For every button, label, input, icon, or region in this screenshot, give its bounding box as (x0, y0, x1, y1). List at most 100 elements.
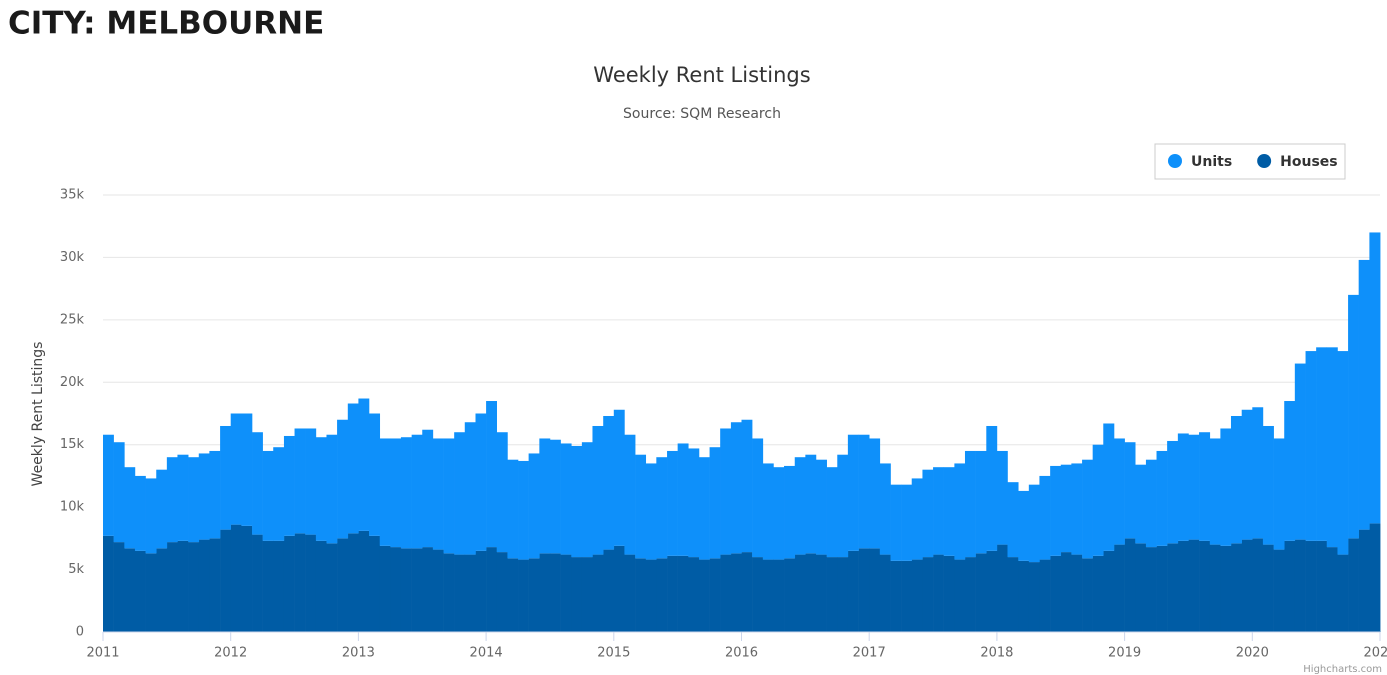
bar (762, 463, 774, 560)
bar (220, 425, 231, 530)
bar (741, 552, 753, 632)
bar (1082, 558, 1093, 632)
bar (1167, 440, 1179, 544)
bar (784, 465, 796, 559)
bar (1050, 465, 1062, 556)
bar (411, 434, 423, 549)
bar (337, 419, 349, 539)
bar (603, 415, 615, 550)
bar (794, 457, 806, 555)
bar (922, 469, 934, 558)
bar (762, 559, 774, 632)
bar (635, 454, 647, 559)
bar (315, 437, 327, 541)
bar (869, 548, 881, 632)
bar (486, 547, 497, 632)
bar (1209, 544, 1221, 632)
bar (1018, 490, 1030, 561)
bar (220, 529, 231, 632)
bar (400, 437, 412, 549)
bar (677, 555, 689, 632)
bar (1114, 438, 1125, 545)
y-axis-title: Weekly Rent Listings (30, 342, 46, 487)
bar (1103, 550, 1115, 632)
bar (411, 548, 423, 632)
bar (1326, 347, 1338, 548)
bar (1220, 545, 1232, 632)
bar (1220, 428, 1232, 546)
bar (858, 548, 870, 632)
bar (1358, 259, 1370, 530)
bar (337, 538, 349, 632)
bar (1273, 438, 1285, 550)
x-tick-label: 2018 (980, 646, 1013, 661)
bar (688, 448, 700, 558)
bar (422, 547, 434, 632)
legend-label: Houses (1280, 154, 1337, 170)
bar (826, 557, 838, 632)
bar (475, 550, 487, 632)
bar (432, 549, 444, 632)
bar (847, 434, 859, 551)
bar (805, 454, 817, 554)
bar (943, 555, 955, 632)
bar (1199, 432, 1211, 541)
bar (443, 438, 455, 554)
bar (103, 434, 114, 536)
bar (464, 422, 476, 555)
bar (177, 454, 189, 541)
bar (1294, 363, 1306, 540)
bar (379, 545, 391, 632)
bar (1145, 459, 1157, 548)
bar (1007, 482, 1019, 558)
bar (624, 554, 636, 632)
bar (954, 463, 966, 560)
bar (241, 525, 253, 632)
bar (156, 469, 168, 549)
bar (975, 553, 987, 632)
bar (1337, 554, 1349, 632)
bar (1337, 351, 1349, 555)
bar (730, 422, 742, 554)
legend-marker (1257, 154, 1272, 168)
bar (507, 558, 519, 632)
bar (890, 560, 902, 632)
bar (528, 453, 540, 559)
bar (518, 559, 529, 632)
y-tick-label: 5k (68, 562, 84, 577)
bar (230, 413, 242, 525)
legend-label: Units (1191, 154, 1232, 170)
bar (1145, 547, 1157, 632)
bar (198, 539, 210, 632)
legend-marker (1168, 154, 1182, 168)
bar (1082, 459, 1093, 559)
bar (358, 398, 370, 531)
bar (1124, 538, 1136, 632)
bar (294, 533, 306, 632)
bar (209, 538, 221, 632)
bar (698, 559, 710, 632)
bar (294, 428, 306, 534)
bar (890, 484, 902, 561)
bar (1230, 543, 1243, 632)
bar (922, 557, 934, 632)
bar (698, 457, 710, 560)
bar (1028, 484, 1040, 563)
chart-subtitle: Source: SQM Research (623, 106, 781, 122)
bar (156, 548, 168, 632)
bar (560, 554, 572, 632)
bar (188, 542, 200, 632)
bar (241, 413, 253, 526)
bar (1039, 475, 1051, 560)
bar (1071, 463, 1083, 555)
bar (688, 557, 700, 632)
bar (879, 554, 891, 632)
bar (252, 534, 263, 632)
bar (1188, 539, 1200, 632)
bar (773, 559, 785, 632)
x-tick-label: 2021 (1363, 646, 1387, 661)
bar (1241, 409, 1253, 540)
chart-title: Weekly Rent Listings (593, 63, 810, 87)
bar (805, 553, 817, 632)
bar (869, 438, 881, 549)
